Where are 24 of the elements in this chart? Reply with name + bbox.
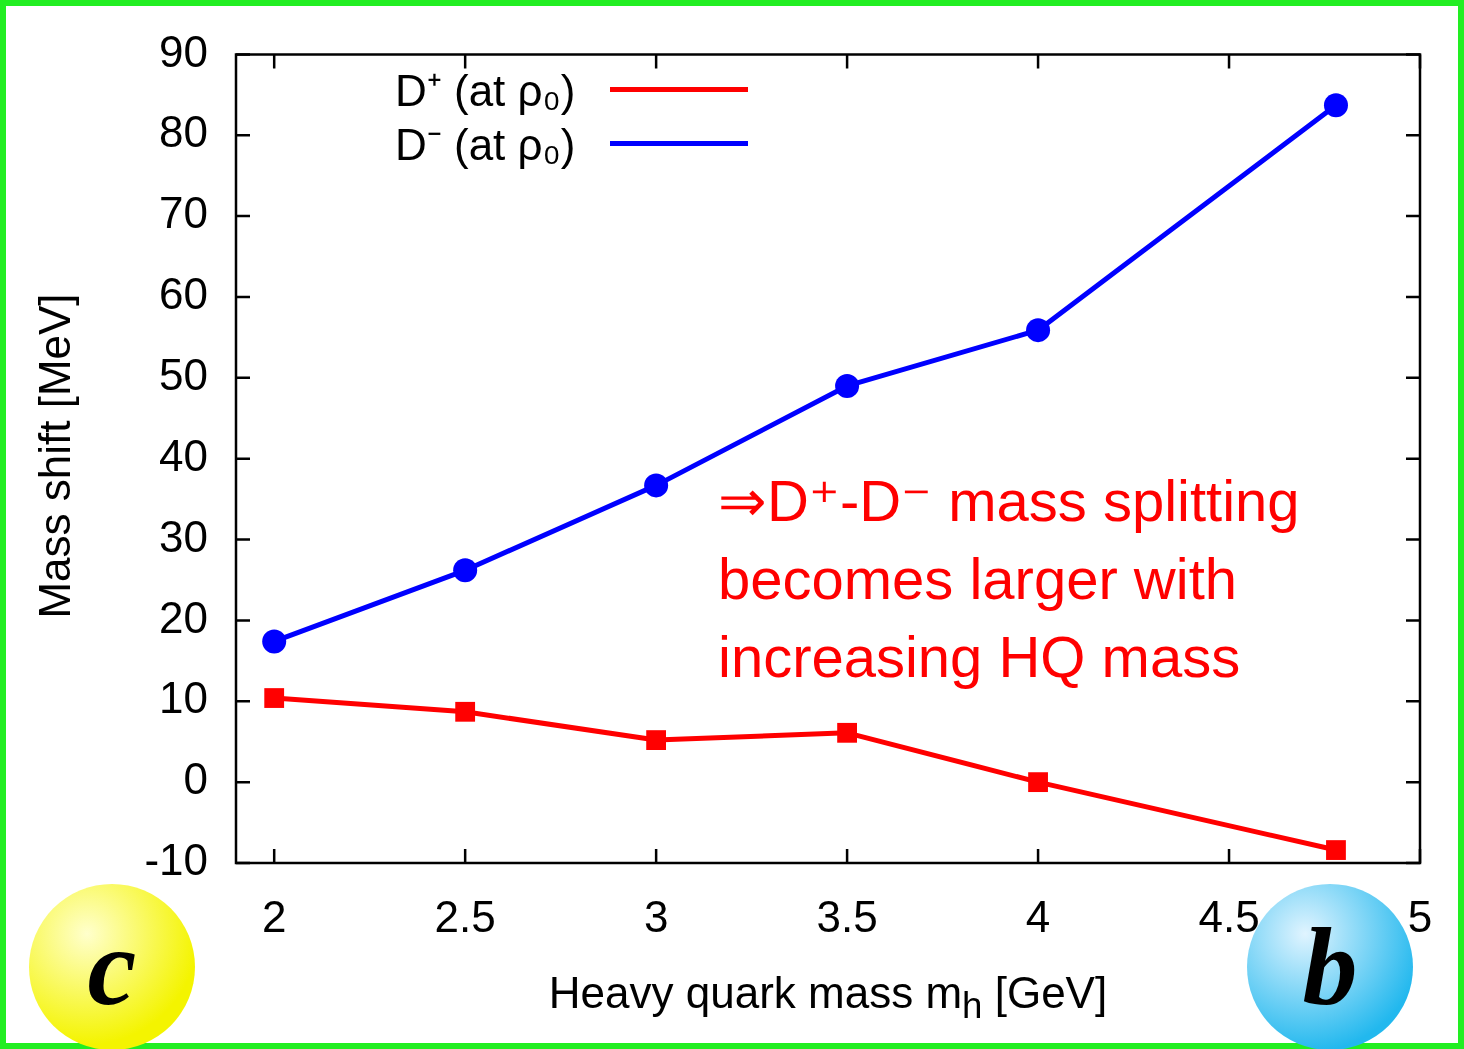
x-tick-label: 3.5 — [816, 891, 878, 941]
y-tick-label: 50 — [159, 349, 208, 399]
x-tick-label: 5 — [1407, 891, 1433, 941]
x-axis-title: Heavy quark mass m$_{h}$ [GeV] — [548, 968, 1108, 1027]
y-tick-label: 60 — [159, 269, 208, 319]
y-axis-title: Mass shift [MeV] — [30, 293, 80, 619]
y-tick-label: 40 — [159, 430, 208, 480]
x-tick-label: 4.5 — [1198, 891, 1260, 941]
y-tick-label: 30 — [159, 511, 208, 561]
x-tick-label: 2 — [261, 891, 287, 941]
c-letter-badge: c — [29, 884, 195, 1049]
y-tick-label: 20 — [159, 592, 208, 642]
y-tick-label: 10 — [159, 673, 208, 723]
x-tick-label: 3 — [643, 891, 669, 941]
x-tick-label: 2.5 — [434, 891, 496, 941]
y-tick-label: 90 — [159, 26, 208, 76]
y-tick-label: -10 — [144, 835, 208, 885]
legend-label: D⁺ (at ρ₀) — [395, 65, 576, 117]
annotation: ⇒D⁺-D⁻ mass splitting becomes larger with increasing HQ mass — [718, 467, 1301, 691]
y-tick-label: 80 — [159, 107, 208, 157]
x-tick-label: 4 — [1025, 891, 1051, 941]
y-tick-label: 0 — [183, 754, 208, 804]
y-tick-label: 70 — [159, 188, 208, 238]
legend-label: D⁻ (at ρ₀) — [395, 120, 576, 169]
